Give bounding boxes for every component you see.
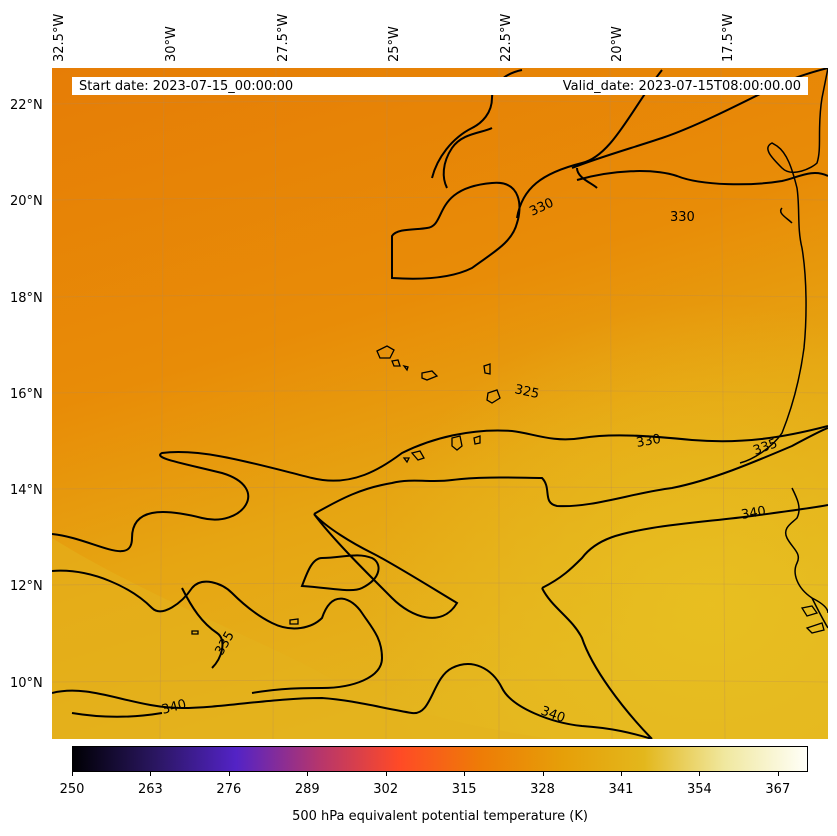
contour-labels: 330 330 325 330 335 340 335 340 340 xyxy=(160,196,780,727)
lat-label-22n: 22°N xyxy=(10,98,43,113)
colorbar-tick-label: 250 xyxy=(59,782,85,797)
contour-340-south xyxy=(52,663,653,739)
contour-335-sw xyxy=(181,587,224,669)
contour-330-mid xyxy=(52,425,828,553)
lon-label-22-5w: 22.5°W xyxy=(499,13,514,62)
valid-date-text: Valid_date: 2023-07-15T08:00:00.00 xyxy=(562,79,801,94)
coastline xyxy=(739,68,828,629)
lat-label-16n: 16°N xyxy=(10,387,43,402)
lat-label-18n: 18°N xyxy=(10,291,43,306)
lon-label-27-5w: 27.5°W xyxy=(276,13,291,62)
cape-verde-islands xyxy=(191,345,825,635)
colorbar-tick-label: 328 xyxy=(530,782,555,797)
contour-label-340-b: 340 xyxy=(160,697,188,718)
colorbar-tick-label: 354 xyxy=(686,782,712,797)
contour-label-330-b: 330 xyxy=(670,210,695,225)
lat-label-10n: 10°N xyxy=(10,676,43,691)
contour-label-325: 325 xyxy=(513,382,540,402)
lon-label-25w: 25°W xyxy=(387,26,402,62)
colorbar-tick-label: 302 xyxy=(373,782,399,797)
coastline-west-africa xyxy=(739,68,828,464)
date-info-bar xyxy=(72,77,808,95)
contour-label-330-c: 330 xyxy=(635,432,662,451)
colorbar-tick-label: 367 xyxy=(765,782,791,797)
map-canvas: 330 330 325 330 335 340 335 340 340 xyxy=(52,68,828,739)
map-frame[interactable]: 330 330 325 330 335 340 335 340 340 xyxy=(52,68,828,739)
colorbar-tick-mark xyxy=(464,772,466,776)
graticule xyxy=(52,68,828,739)
colorbar-tick-mark xyxy=(542,772,544,776)
colorbar-tick-mark xyxy=(150,772,152,776)
lon-label-20w: 20°W xyxy=(610,26,625,62)
lon-label-17-5w: 17.5°W xyxy=(721,13,736,62)
colorbar-tick-mark xyxy=(385,772,387,776)
colorbar-label: 500 hPa equivalent potential temperature… xyxy=(292,809,588,824)
colorbar-tick-label: 263 xyxy=(138,782,163,797)
lat-label-12n: 12°N xyxy=(10,579,43,594)
colorbar-tick-mark xyxy=(307,772,309,776)
contour-330-north xyxy=(391,181,521,280)
temperature-warm-band xyxy=(52,538,552,739)
colorbar xyxy=(72,746,808,772)
colorbar-tick-label: 315 xyxy=(451,782,477,797)
colorbar-tick-label: 341 xyxy=(608,782,634,797)
lon-label-30w: 30°W xyxy=(164,26,179,62)
colorbar-tick-label: 276 xyxy=(216,782,242,797)
start-date-text: Start date: 2023-07-15_00:00:00 xyxy=(79,79,294,94)
colorbar-tick-mark xyxy=(777,772,779,776)
lat-label-20n: 20°N xyxy=(10,194,43,209)
contour-335 xyxy=(313,427,828,515)
contour-label-340-a: 340 xyxy=(740,504,767,523)
colorbar-tick-mark xyxy=(620,772,622,776)
lat-label-14n: 14°N xyxy=(10,483,43,498)
lon-label-32-5w: 32.5°W xyxy=(52,13,67,62)
contour-340-east xyxy=(541,504,828,589)
colorbar-tick-mark xyxy=(72,772,73,776)
colorbar-tick-label: 289 xyxy=(294,782,320,797)
colorbar-tick-mark xyxy=(699,772,701,776)
colorbar-tick-mark xyxy=(228,772,230,776)
